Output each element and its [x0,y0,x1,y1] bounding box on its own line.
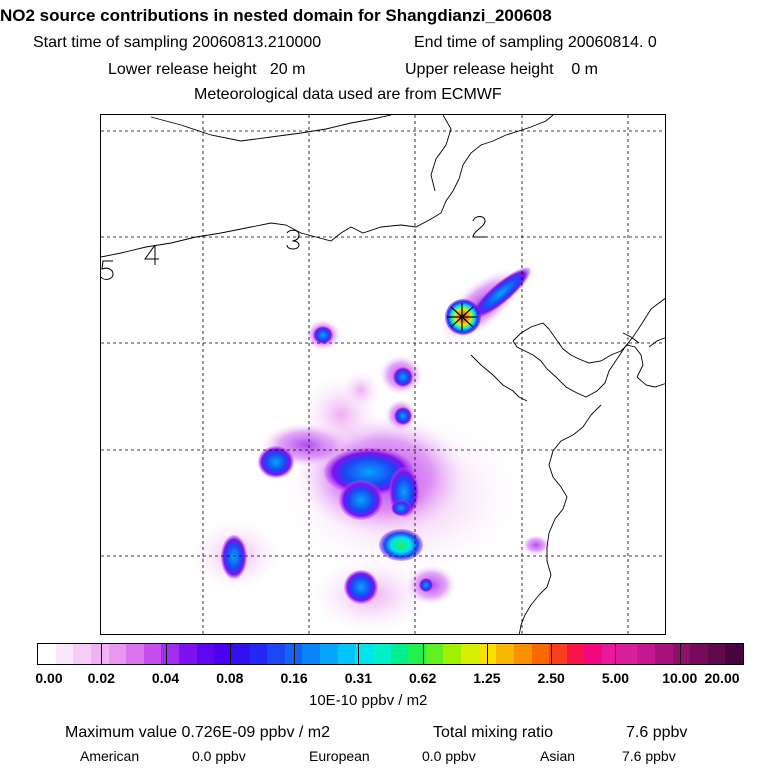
total-mixing-value: 7.6 ppbv [626,724,688,741]
station-asterisk-icon [447,303,477,331]
colorbar-segment [619,644,638,664]
colorbar-segment [196,644,215,664]
colorbar-segment [284,644,303,664]
colorbar-divider [229,643,231,665]
colorbar-tick-label: 0.31 [344,670,372,686]
colorbar-segment [461,644,479,664]
upper-release-label: Upper release height 0 m [405,61,598,78]
coastlines-borders [101,115,665,634]
colorbar-segment [267,644,285,664]
colorbar-segment [90,644,109,664]
colorbar-tick-label: 2.50 [537,670,565,686]
colorbar-tick-label: 0.00 [35,670,63,686]
colorbar-segment [637,644,655,664]
colorbar-tick-label: 0.04 [151,670,180,686]
colorbar-divider [551,643,553,665]
colorbar-segment [372,644,391,664]
colorbar-segment [143,644,162,664]
colorbar-segment [55,644,74,664]
concentration-field [191,267,550,633]
colorbar-segment [337,644,356,664]
colorbar-tick-label: 0.02 [87,670,115,686]
colorbar-segment [231,644,250,664]
met-data-label: Meteorological data used are from ECMWF [194,86,502,103]
asian-label: Asian [540,748,576,764]
region-label-4 [144,244,159,265]
colorbar-segment [443,644,461,664]
lat-lon-grid [101,115,665,634]
colorbar-segment [513,644,532,664]
colorbar-segment [672,644,691,664]
colorbar-segment [108,644,127,664]
lower-release-label: Lower release height 20 m [108,61,306,78]
american-value: 0.0 ppbv [192,748,246,764]
colorbar-segment [602,644,620,664]
colorbar-segment [496,644,514,664]
colorbar-divider [679,643,681,665]
colorbar-divider [422,643,424,665]
colorbar-tick-label: 0.08 [216,670,244,686]
colorbar-tick-label: 5.00 [601,670,630,686]
colorbar-divider [101,643,103,665]
start-time-label: Start time of sampling 20060813.210000 [33,34,322,51]
end-time-label: End time of sampling 20060814. 0 [414,34,657,51]
colorbar-segment [425,644,444,664]
region-labels [101,216,487,280]
colorbar-segment [707,644,726,664]
colorbar-segment [179,644,197,664]
colorbar-segment [126,644,144,664]
colorbar-segment [390,644,409,664]
colorbar-divider [294,643,296,665]
map-plot [100,114,666,635]
colorbar-segment [249,644,268,664]
colorbar-segment [690,644,708,664]
region-label-2 [472,216,487,238]
colorbar [37,643,744,665]
colorbar-segment [549,644,567,664]
colorbar-tick-label: 0.16 [280,670,308,686]
max-value-label: Maximum value 0.726E-09 ppbv / m2 [65,724,331,741]
colorbar-segment [531,644,550,664]
asian-value: 7.6 ppbv [622,748,676,764]
colorbar-tick-label: 10.00 [662,670,698,686]
chart-title: NO2 source contributions in nested domai… [0,6,552,25]
colorbar-segment [214,644,232,664]
colorbar-segment [38,644,56,664]
colorbar-divider [358,643,360,665]
total-mixing-label: Total mixing ratio [433,724,554,741]
colorbar-segment [566,644,585,664]
colorbar-segment [302,644,320,664]
colorbar-segment [355,644,373,664]
region-label-3 [286,229,300,250]
colorbar-segment [408,644,426,664]
colorbar-segment [161,644,179,664]
colorbar-divider [486,643,488,665]
region-label-5 [101,260,114,280]
colorbar-segment [654,644,673,664]
colorbar-unit-label: 10E-10 ppbv / m2 [309,692,428,709]
colorbar-tick-label: 20.00 [704,670,740,686]
european-value: 0.0 ppbv [422,748,476,764]
colorbar-segment [73,644,91,664]
american-label: American [80,748,140,764]
colorbar-segment [725,644,743,664]
colorbar-segment [584,644,602,664]
european-label: European [309,748,370,764]
colorbar-tick-label: 0.62 [409,670,437,686]
colorbar-segment [320,644,338,664]
colorbar-divider [615,643,617,665]
colorbar-divider [165,643,167,665]
colorbar-tick-label: 1.25 [473,670,501,686]
